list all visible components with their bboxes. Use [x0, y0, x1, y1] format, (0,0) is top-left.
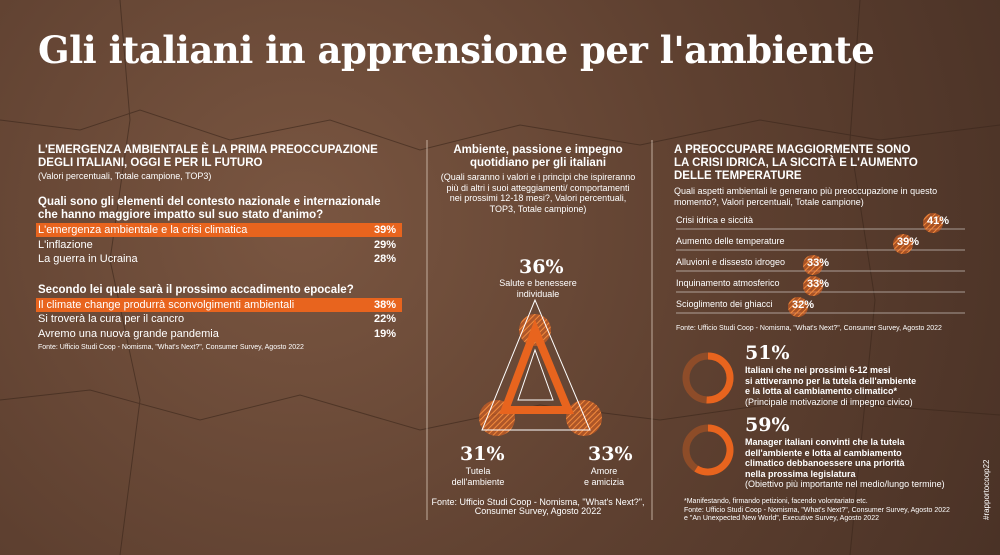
item-label: Crisi idrica e siccità [676, 215, 754, 225]
row-value: 39% [373, 224, 396, 236]
source: Fonte: Ufficio Studi Coop - Nomisma, "Wh… [676, 325, 942, 332]
footnote: *Manifestando, firmando petizioni, facen… [684, 498, 868, 505]
stat-text: si attiveranno per la tutela dell'ambien… [745, 375, 917, 386]
note: più di altri i suoi atteggiamenti/ compo… [446, 182, 630, 193]
note: momento?, Valori percentuali, Totale cam… [674, 196, 864, 207]
heading: DELLE TEMPERATURE [674, 170, 802, 182]
heading: Ambiente, passione e impegno [453, 144, 623, 156]
row-value: 38% [373, 298, 396, 311]
stat-value: 31% [460, 443, 505, 465]
triangle [479, 298, 602, 436]
note: TOP3, Totale campione) [489, 203, 587, 214]
row-label: La guerra in Ucraina [38, 253, 138, 265]
hashtag: #rapportocoop22 [982, 459, 991, 521]
item-value: 41% [927, 215, 950, 227]
item-dot [803, 255, 823, 275]
item-value: 33% [807, 278, 830, 290]
row-value: 22% [373, 313, 396, 325]
ring-arc [694, 424, 734, 476]
row-value: 29% [373, 238, 396, 251]
stat-value: 33% [588, 443, 633, 465]
stat-text: Manager italiani convinti che la tutela [745, 437, 905, 447]
heading: quotidiano per gli italiani [469, 157, 607, 169]
question: che hanno maggiore impatto sul suo stato… [38, 209, 324, 221]
note: nei prossimi 12-18 mesi?, Valori percent… [449, 193, 627, 203]
item-label: Alluvioni e dissesto idrogeo [676, 257, 786, 267]
row-label: Il climate change produrrà sconvolgiment… [38, 298, 295, 311]
source: Consumer Survey, Agosto 2022 [474, 506, 602, 516]
stat-text: climatico debbanoessere una priorità [745, 458, 905, 468]
stat-label: individuale [516, 288, 560, 299]
stat-text: dell'ambiente e lotta al cambiamento [745, 447, 902, 458]
stat-note: (Obiettivo più importante nel medio/lung… [745, 479, 945, 489]
heading: DEGLI ITALIANI, OGGI E PER IL FUTURO [38, 157, 263, 169]
ring-arc [706, 352, 734, 404]
row-label: Si troverà la cura per il cancro [38, 313, 185, 325]
heading: A PREOCCUPARE MAGGIORMENTE SONO [674, 144, 911, 156]
stat-value: 36% [519, 256, 564, 278]
source: Fonte: Ufficio Studi Coop - Nomisma, "Wh… [38, 344, 304, 351]
row-label: L'inflazione [38, 238, 93, 251]
stat-text: nella prossima legislatura [745, 468, 856, 479]
note: (Quali saranno i valori e i principi che… [440, 172, 636, 182]
item-label: Aumento delle temperature [676, 236, 785, 246]
item-value: 33% [807, 257, 830, 269]
item-dot [923, 213, 943, 233]
stat-label: Amore [590, 466, 618, 476]
heading: LA CRISI IDRICA, LA SICCITÀ E L'AUMENTO [674, 157, 918, 169]
stat-text: e la lotta al cambiamento climatico* [745, 386, 898, 396]
item-dot [893, 234, 913, 254]
question: Quali sono gli elementi del contesto naz… [38, 196, 381, 208]
footnote: e "An Unexpected New World", Executive S… [684, 515, 879, 522]
stat-label: e amicizia [583, 476, 625, 487]
item-value: 32% [792, 299, 815, 311]
footnote: Fonte: Ufficio Studi Coop - Nomisma, "Wh… [684, 506, 950, 514]
stat-note: (Principale motivazione di impegno civic… [745, 396, 913, 407]
row-label: Avremo una nuova grande pandemia [38, 327, 219, 340]
item-label: Inquinamento atmosferico [676, 278, 780, 288]
highlight [36, 223, 402, 237]
row-value: 19% [373, 327, 396, 340]
source: Fonte: Ufficio Studi Coop - Nomisma, "Wh… [431, 497, 645, 507]
item-value: 39% [897, 236, 920, 248]
note: Quali aspetti ambientali le generano più… [674, 186, 938, 196]
stat-value: 59% [745, 414, 790, 436]
row-label: L'emergenza ambientale e la crisi climat… [38, 224, 248, 236]
heading: L'EMERGENZA AMBIENTALE È LA PRIMA PREOCC… [38, 144, 378, 156]
note: (Valori percentuali, Totale campione, TO… [38, 171, 212, 181]
stat-text: Italiani che nei prossimi 6-12 mesi [745, 365, 891, 375]
title: Gli italiani in apprensione per l'ambien… [38, 28, 875, 72]
stat-label: dell'ambiente [451, 476, 505, 487]
stat-label: Salute e benessere [499, 278, 577, 288]
item-label: Scioglimento dei ghiacci [676, 299, 773, 309]
item-dot [803, 276, 823, 296]
highlight [36, 297, 402, 312]
stat-label: Tutela [465, 466, 491, 476]
item-dot [788, 297, 808, 317]
stat-value: 51% [745, 342, 790, 364]
question: Secondo lei quale sarà il prossimo accad… [38, 283, 354, 296]
row-value: 28% [373, 253, 396, 265]
